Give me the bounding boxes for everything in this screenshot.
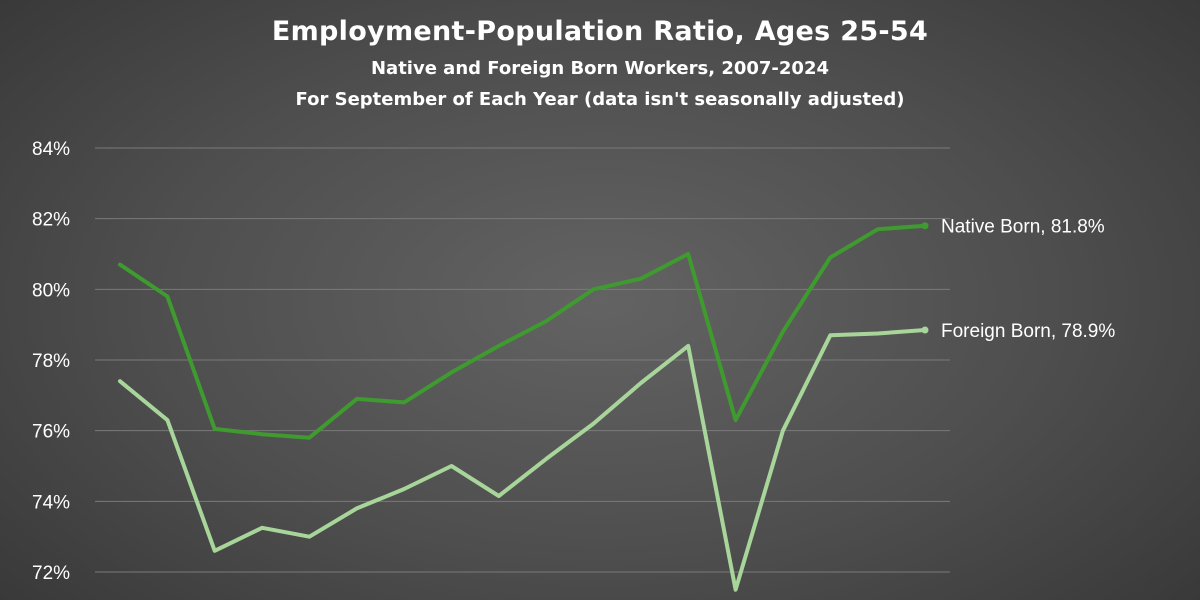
series-line-native-born bbox=[118, 223, 927, 440]
y-tick-label: 74% bbox=[32, 492, 70, 513]
chart-title: Employment-Population Ratio, Ages 25-54 bbox=[271, 16, 929, 47]
y-tick-label: 82% bbox=[32, 210, 70, 231]
y-tick-label: 72% bbox=[32, 563, 70, 584]
series-end-label: Native Born, 81.8% bbox=[941, 217, 1105, 238]
series-end-labels: Native Born, 81.8% Foreign Born, 78.9% bbox=[941, 217, 1115, 342]
series-end-label: Foreign Born, 78.9% bbox=[941, 321, 1115, 342]
y-tick-label: 84% bbox=[32, 139, 70, 160]
series-end-point bbox=[921, 326, 929, 334]
y-tick-label: 76% bbox=[32, 422, 70, 443]
series-end-point bbox=[921, 222, 929, 230]
series-line-foreign-born bbox=[118, 328, 927, 592]
series-lines bbox=[118, 222, 929, 592]
y-axis: 72% 74% 76% 78% 80% 82% 84% bbox=[32, 139, 70, 584]
gridlines bbox=[95, 147, 950, 573]
chart-subtitle: Native and Foreign Born Workers, 2007-20… bbox=[370, 58, 829, 79]
chart-subtitle-note: For September of Each Year (data isn't s… bbox=[295, 89, 905, 110]
y-tick-label: 80% bbox=[32, 280, 70, 301]
y-tick-label: 78% bbox=[32, 351, 70, 372]
